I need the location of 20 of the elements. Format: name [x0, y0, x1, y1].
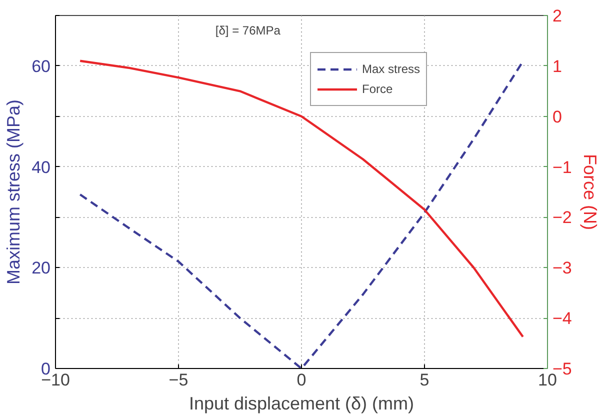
annotation: [δ] = 76MPa: [215, 24, 281, 38]
x-tick-label: 10: [538, 370, 557, 390]
y2-tick-label: 0: [552, 107, 562, 126]
y2-tick-label: −2: [552, 208, 572, 228]
y2-axis-title: Force (N): [580, 154, 600, 230]
x-tick-label: −5: [168, 370, 188, 390]
y-axis-title: Maximum stress (MPa): [4, 99, 24, 285]
x-axis-title: Input displacement (δ) (mm): [188, 394, 414, 414]
y2-tick-label: 1: [552, 56, 562, 76]
legend-label: Force: [362, 82, 393, 96]
legend-label: Max stress: [362, 62, 420, 76]
y-tick-label: 40: [32, 158, 51, 177]
y2-tick-label: −4: [552, 309, 572, 328]
x-tick-label: 5: [420, 370, 430, 390]
y2-tick-label: −1: [552, 158, 572, 177]
y2-tick-label: 2: [552, 6, 562, 26]
y-tick-label: 60: [32, 56, 51, 76]
y-tick-label: 20: [32, 258, 51, 278]
x-tick-label: 0: [296, 370, 306, 390]
y2-tick-label: −3: [552, 258, 572, 278]
